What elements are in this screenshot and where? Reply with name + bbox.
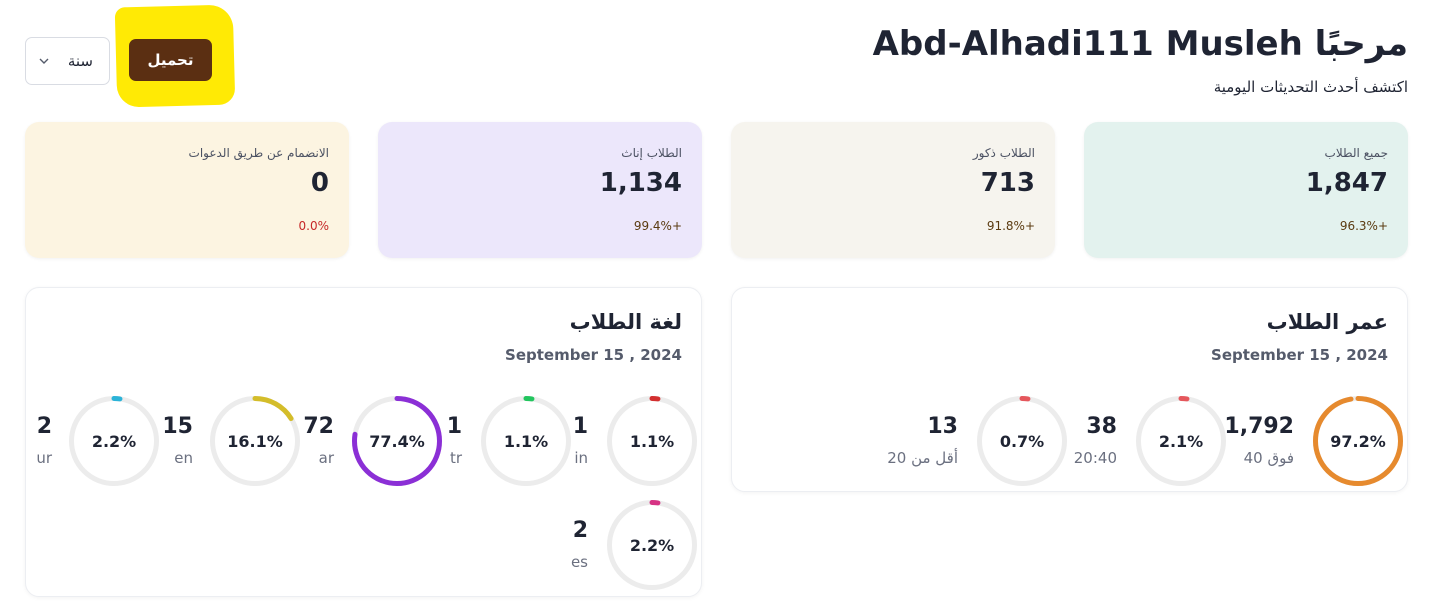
stat-card-invites: الانضمام عن طريق الدعوات 0 0.0% (25, 122, 349, 258)
donut-arc (1313, 396, 1403, 486)
page-subtitle: اكتشف أحدث التحديثات اليومية (1213, 78, 1408, 96)
stat-label: الطلاب ذكور (972, 146, 1035, 160)
download-button[interactable]: تحميل (129, 39, 212, 81)
donut-ring (210, 396, 300, 486)
stat-label: جميع الطلاب (1324, 146, 1388, 160)
donut-lang-tr: 1.1% (480, 395, 572, 487)
panel-title: عمر الطلاب (1266, 310, 1388, 334)
donut-lang-ar: 77.4% (351, 395, 443, 487)
stat-change: +99.4% (633, 219, 682, 233)
donut-percent: 1.1% (629, 431, 675, 451)
donut-ring (481, 396, 571, 486)
lang-count: 15 (162, 414, 193, 439)
donut-percent: 97.2% (1330, 431, 1386, 451)
donut-arc (1136, 396, 1226, 486)
age-category: 20:40 (1073, 449, 1117, 467)
chevron-down-icon (39, 58, 49, 64)
donut-lang-en: 16.1% (209, 395, 301, 487)
period-select-value: سنة (67, 52, 93, 70)
age-count: 13 (927, 414, 958, 439)
donut-arc (977, 396, 1067, 486)
donut-age-20-40: 2.1% (1135, 395, 1227, 487)
stat-card-all-students: جميع الطلاب 1,847 +96.3% (1084, 122, 1408, 258)
donut-ring (1313, 396, 1403, 486)
stat-change: 0.0% (298, 219, 330, 233)
stat-value: 1,134 (599, 168, 682, 198)
donut-lang-in: 1.1% (606, 395, 698, 487)
lang-count: 1 (572, 414, 588, 439)
donut-arc (352, 396, 442, 486)
donut-arc (69, 396, 159, 486)
donut-percent: 2.2% (91, 431, 137, 451)
donut-percent: 77.4% (369, 431, 425, 451)
stat-value: 713 (980, 168, 1035, 198)
donut-ring (607, 500, 697, 590)
donut-ring (352, 396, 442, 486)
period-select[interactable]: سنة (25, 37, 110, 85)
donut-percent: 2.1% (1158, 431, 1204, 451)
donut-age-under-20: 0.7% (976, 395, 1068, 487)
lang-count: 2 (572, 518, 588, 543)
stat-value: 0 (310, 168, 329, 198)
panel-date: September 15 , 2024 (505, 346, 682, 364)
donut-percent: 1.1% (503, 431, 549, 451)
donut-arc (481, 396, 571, 486)
donut-ring (607, 396, 697, 486)
page-title: مرحبًا Abd-Alhadi111 Musleh (872, 24, 1408, 64)
donut-lang-ur: 2.2% (68, 395, 160, 487)
lang-code: in (574, 449, 588, 467)
lang-count: 1 (446, 414, 462, 439)
stat-label: الانضمام عن طريق الدعوات (188, 146, 329, 160)
donut-percent: 16.1% (227, 431, 283, 451)
lang-code: ur (36, 449, 52, 467)
donut-ring (977, 396, 1067, 486)
panel-date: September 15 , 2024 (1211, 346, 1388, 364)
age-category: فوق 40 (1243, 449, 1294, 467)
donut-percent: 2.2% (629, 535, 675, 555)
donut-arc (210, 396, 300, 486)
stat-label: الطلاب إناث (621, 146, 682, 160)
lang-code: ar (318, 449, 334, 467)
donut-arc (607, 500, 697, 590)
stat-card-female-students: الطلاب إناث 1,134 +99.4% (378, 122, 702, 258)
donut-arc (607, 396, 697, 486)
lang-count: 72 (303, 414, 334, 439)
lang-count: 2 (36, 414, 52, 439)
donut-percent: 0.7% (999, 431, 1045, 451)
donut-ring (69, 396, 159, 486)
stat-change: +96.3% (1339, 219, 1388, 233)
stat-card-male-students: الطلاب ذكور 713 +91.8% (731, 122, 1055, 258)
age-category: أقل من 20 (887, 449, 958, 467)
donut-age-over-40: 97.2% (1312, 395, 1404, 487)
language-panel: لغة الطلاب September 15 , 2024 1.1% 1 in… (25, 287, 702, 597)
panel-title: لغة الطلاب (569, 310, 682, 334)
stat-value: 1,847 (1305, 168, 1388, 198)
age-count: 1,792 (1224, 414, 1294, 439)
lang-code: en (174, 449, 193, 467)
lang-code: es (570, 553, 588, 571)
stat-change: +91.8% (986, 219, 1035, 233)
age-count: 38 (1086, 414, 1117, 439)
donut-ring (1136, 396, 1226, 486)
age-panel: عمر الطلاب September 15 , 2024 97.2% 1,7… (731, 287, 1408, 492)
lang-code: tr (449, 449, 462, 467)
donut-lang-es: 2.2% (606, 499, 698, 591)
